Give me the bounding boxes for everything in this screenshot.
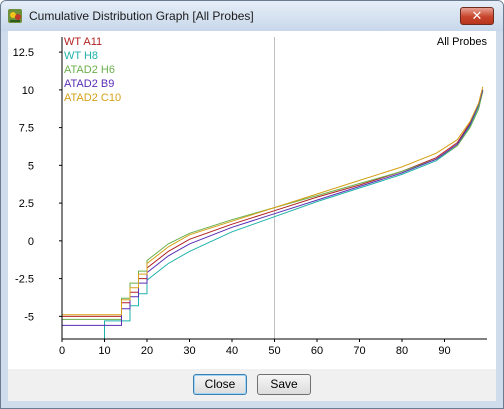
window-close-button[interactable]: ✕ (460, 7, 494, 25)
title-bar[interactable]: Cumulative Distribution Graph [All Probe… (1, 1, 503, 31)
close-button[interactable]: Close (193, 374, 247, 395)
x-tick-label: 0 (59, 345, 65, 357)
y-tick-label: 12.5 (13, 47, 34, 59)
legend-entry: ATAD2 B9 (64, 78, 114, 90)
legend-entry: WT H8 (64, 50, 98, 62)
x-tick-label: 50 (268, 345, 280, 357)
x-tick-label: 70 (353, 345, 365, 357)
seqmonk-app-icon (7, 8, 23, 24)
close-icon: ✕ (472, 8, 483, 23)
series-line-atad2-h6 (62, 91, 483, 319)
save-button[interactable]: Save (257, 374, 311, 395)
y-tick-label: 10 (22, 85, 34, 97)
panel-label: All Probes (437, 36, 488, 48)
x-tick-label: 40 (226, 345, 238, 357)
x-tick-label: 20 (141, 345, 153, 357)
series-line-wt-a11 (62, 90, 483, 317)
y-tick-label: 0 (28, 236, 34, 248)
legend-entry: ATAD2 H6 (64, 64, 115, 76)
y-tick-label: -5 (24, 311, 34, 323)
y-tick-label: 2.5 (19, 198, 34, 210)
cumulative-distribution-chart: -5 -2.5 0 2.5 5 7.5 10 12.5 0 10 20 30 40 50 60 70 80 90 … (8, 31, 496, 369)
dialog-content: -5 -2.5 0 2.5 5 7.5 10 12.5 0 10 20 30 40 50 60 70 80 90 … (8, 31, 496, 401)
x-tick-label: 30 (183, 345, 195, 357)
y-tick-label: 7.5 (19, 123, 34, 135)
x-tick-label: 90 (438, 345, 450, 357)
y-tick-label: -2.5 (15, 274, 34, 286)
legend-entry: ATAD2 C10 (64, 92, 121, 104)
legend-entry: WT A11 (64, 36, 102, 48)
window-title: Cumulative Distribution Graph [All Probe… (29, 9, 254, 23)
y-tick-label: 5 (28, 160, 34, 172)
x-tick-label: 80 (396, 345, 408, 357)
series-line-atad2-c10 (62, 87, 483, 315)
x-tick-label: 60 (311, 345, 323, 357)
x-tick-label: 10 (98, 345, 110, 357)
series-line-atad2-b9 (62, 90, 483, 326)
